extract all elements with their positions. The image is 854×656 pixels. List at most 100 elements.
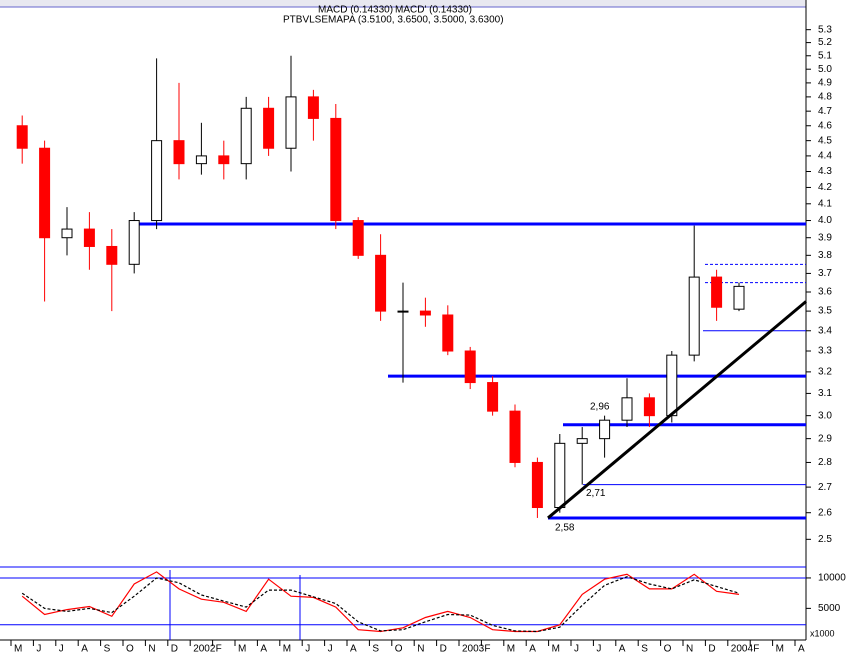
candle-body [173, 140, 185, 165]
y-tick-label: 3.3 [818, 346, 832, 357]
candle-body [375, 254, 387, 312]
x-tick-label: N [686, 644, 693, 655]
chart-title: PTBVLSEMAPA (3.5100, 3.6500, 3.5000, 3.6… [283, 15, 504, 26]
x-tick-label: M [507, 644, 515, 655]
annotation: 2,96 [590, 401, 610, 412]
x-tick-label: 2004 [731, 644, 754, 655]
y-tick-label: 4.6 [818, 120, 832, 131]
x-tick-label: M [552, 644, 560, 655]
y-tick-label: 4.1 [818, 198, 832, 209]
candle-body [666, 354, 678, 417]
candle-body [307, 96, 319, 119]
x-tick-label: M [283, 644, 291, 655]
indicator-line [21, 576, 740, 633]
y-tick-label: 3.7 [818, 268, 832, 279]
candle-body [688, 276, 700, 356]
y-tick-label: 4.2 [818, 182, 832, 193]
y-tick-label: 3.5 [818, 306, 832, 317]
candle-body [531, 461, 543, 509]
candle-body [621, 397, 633, 421]
x-tick-label: O [395, 644, 403, 655]
y-tick-label: 5.0 [818, 64, 832, 75]
x-tick-label: M [238, 644, 246, 655]
y-tick-label: 4.7 [818, 106, 832, 117]
y-tick-label: 3.9 [818, 232, 832, 243]
x-tick-label: A [529, 644, 536, 655]
x-tick-label: J [328, 644, 333, 655]
candle-body [16, 125, 28, 149]
candle-body [733, 285, 745, 310]
candle-body [151, 140, 163, 222]
x-tick-label: J [574, 644, 579, 655]
y-tick-label: 2.9 [818, 433, 832, 444]
x-tick-label: 2003 [462, 644, 485, 655]
candle-body [218, 155, 230, 165]
x-tick-label: N [417, 644, 424, 655]
y-tick-label: 2.5 [818, 534, 832, 545]
y-tick-label: 2.6 [818, 507, 832, 518]
y-tick-label: 4.8 [818, 92, 832, 103]
x-tick-label: N [148, 644, 155, 655]
y-tick-label: 5.1 [818, 50, 832, 61]
x-tick-label: M [14, 644, 22, 655]
x-tick-label: D [171, 644, 178, 655]
indicator-label: MACD (0.14330) [318, 5, 393, 16]
x-tick-label: A [81, 644, 88, 655]
x-tick-label: F [484, 644, 490, 655]
candle-body [61, 228, 73, 239]
y-tick-label: 5.2 [818, 37, 832, 48]
top-strip [0, 0, 806, 7]
annotation: 2,58 [555, 523, 575, 534]
candle-body [711, 276, 723, 308]
indicator-line [21, 571, 740, 633]
y-tick-label: 3.6 [818, 287, 832, 298]
x-tick-label: O [664, 644, 672, 655]
x-tick-label: M [776, 644, 784, 655]
candle-body [352, 220, 364, 256]
x-tick-label: J [596, 644, 601, 655]
candle-body [509, 410, 521, 463]
candle-body [83, 228, 95, 247]
y-tick-label: 5.3 [818, 24, 832, 35]
x-tick-label: S [641, 644, 648, 655]
x-tick-label: A [260, 644, 267, 655]
y-tick-label: 3.2 [818, 367, 832, 378]
x-tick-label: A [350, 644, 357, 655]
x-tick-label: F [753, 644, 759, 655]
x-tick-label: J [59, 644, 64, 655]
candle-body [419, 310, 431, 316]
x-tick-label: A [798, 644, 805, 655]
x-tick-label: D [708, 644, 715, 655]
x-tick-label: O [126, 644, 134, 655]
candle-body [599, 419, 611, 440]
y-tick-label: 2.8 [818, 457, 832, 468]
candle-body [285, 96, 297, 149]
candle-body [442, 314, 454, 352]
candle-body [397, 310, 409, 313]
y-tick-label: 3.0 [818, 410, 832, 421]
x-tick-label: S [104, 644, 111, 655]
x-tick-label: S [372, 644, 379, 655]
candle-body [106, 245, 118, 265]
x-tick-label: F [216, 644, 222, 655]
candle-body [263, 107, 275, 149]
candle-body [576, 438, 588, 444]
y-tick-label: 4.9 [818, 78, 832, 89]
candle-body [330, 117, 342, 222]
y-tick-label: 4.0 [818, 215, 832, 226]
candle-body [195, 155, 207, 165]
candle-body [554, 442, 566, 509]
y-tick-label: 3.8 [818, 250, 832, 261]
y-tick-label: 5000 [818, 603, 841, 614]
x-tick-label: A [619, 644, 626, 655]
candle-body [240, 107, 252, 165]
x-tick-label: D [440, 644, 447, 655]
candle-body [464, 350, 476, 384]
annotation: 2,71 [586, 488, 606, 499]
indicator-label: MACD' (0.14330) [395, 5, 472, 16]
unit-label: x1000 [810, 628, 835, 638]
y-tick-label: 2.7 [818, 482, 832, 493]
y-tick-label: 4.5 [818, 135, 832, 146]
